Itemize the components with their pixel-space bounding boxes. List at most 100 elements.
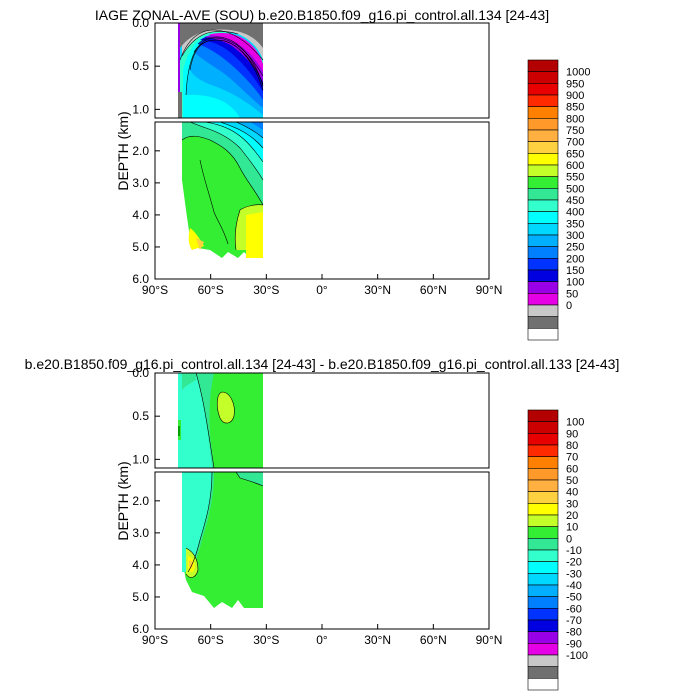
x-tick-label: 90°N — [476, 633, 503, 647]
colorbar-label: 150 — [566, 265, 584, 277]
colorbar-label: -30 — [566, 568, 582, 580]
y-tick-label: 0.5 — [132, 409, 149, 423]
panel-2-colorbar: 1009080706050403020100-10-20-30-40-50-60… — [527, 409, 588, 691]
colorbar-label: -40 — [566, 580, 582, 592]
panel-2: b.e20.B1850.f09_g16.pi_control.all.134 [… — [25, 356, 620, 691]
panel-1: IAGE ZONAL-AVE (SOU) b.e20.B1850.f09_g16… — [95, 7, 590, 341]
colorbar-label: 10 — [566, 522, 578, 534]
colorbar-label: 700 — [566, 137, 584, 149]
y-tick-label: 3.0 — [132, 526, 149, 540]
colorbar-swatch — [527, 409, 559, 422]
panel-1-upper-field — [178, 23, 264, 118]
colorbar-label: 400 — [566, 207, 584, 219]
colorbar-swatch — [527, 631, 559, 644]
y-tick-label: 0.0 — [132, 16, 149, 30]
colorbar-swatch — [527, 94, 559, 107]
x-tick-label: 30°N — [364, 283, 391, 297]
colorbar-label: -80 — [566, 627, 582, 639]
y-tick-label: 6.0 — [132, 622, 149, 636]
x-tick-label: 60°S — [198, 283, 224, 297]
colorbar-label: 60 — [566, 463, 578, 475]
x-tick-label: 60°S — [198, 633, 224, 647]
colorbar-swatch — [527, 71, 559, 84]
colorbar-swatch — [527, 456, 559, 469]
colorbar-swatch — [527, 479, 559, 492]
colorbar-swatch — [527, 444, 559, 457]
y-tick-label: 1.0 — [132, 452, 149, 466]
colorbar-swatch — [527, 246, 559, 259]
colorbar-swatch — [527, 211, 559, 224]
panel-2-upper-field — [178, 373, 263, 468]
panel-2-title: b.e20.B1850.f09_g16.pi_control.all.134 [… — [25, 356, 620, 372]
colorbar-swatch — [527, 199, 559, 212]
colorbar-swatch — [527, 608, 559, 621]
colorbar-label: -100 — [566, 650, 588, 662]
colorbar-swatch — [527, 141, 559, 154]
colorbar-swatch — [527, 468, 559, 481]
colorbar-label: 950 — [566, 78, 584, 90]
y-tick-label: 0.5 — [132, 59, 149, 73]
colorbar-label: 40 — [566, 487, 578, 499]
colorbar-label: 1000 — [566, 67, 590, 79]
y-tick-label: 0.0 — [132, 366, 149, 380]
colorbar-swatch — [527, 316, 559, 329]
colorbar-swatch — [527, 118, 559, 131]
y-tick-label: 2.0 — [132, 144, 149, 158]
colorbar-swatch — [527, 596, 559, 609]
colorbar-swatch — [527, 678, 559, 691]
colorbar-label: 80 — [566, 440, 578, 452]
colorbar-swatch — [527, 584, 559, 597]
panel-2-x-axis: 90°S 60°S 30°S 0° 30°N 60°N 90°N — [142, 624, 502, 647]
y-tick-label: 1.0 — [132, 102, 149, 116]
colorbar-swatch — [527, 433, 559, 446]
colorbar-swatch — [527, 223, 559, 236]
colorbar-swatch — [527, 129, 559, 142]
colorbar-label: 450 — [566, 195, 584, 207]
colorbar-label: -20 — [566, 557, 582, 569]
colorbar-swatch — [527, 421, 559, 434]
colorbar-swatch — [527, 164, 559, 177]
panel-1-title: IAGE ZONAL-AVE (SOU) b.e20.B1850.f09_g16… — [95, 7, 549, 23]
colorbar-label: 850 — [566, 102, 584, 114]
panel-1-y-axis: 0.0 0.5 1.0 2.0 3.0 4.0 5.0 6.0 — [132, 16, 160, 286]
colorbar-swatch — [527, 106, 559, 119]
colorbar-swatch — [527, 59, 559, 72]
x-tick-label: 0° — [316, 283, 328, 297]
colorbar-label: 0 — [566, 533, 572, 545]
panel-1-upper-frame — [154, 22, 490, 119]
colorbar-label: 300 — [566, 230, 584, 242]
colorbar-swatch — [527, 188, 559, 201]
y-tick-label: 3.0 — [132, 176, 149, 190]
colorbar-swatch — [527, 573, 559, 586]
x-tick-label: 90°S — [142, 283, 168, 297]
colorbar-label: 30 — [566, 498, 578, 510]
colorbar-label: 90 — [566, 428, 578, 440]
y-tick-label: 4.0 — [132, 558, 149, 572]
panel-2-ylabel: DEPTH (km) — [115, 461, 131, 540]
x-tick-label: 90°N — [476, 283, 503, 297]
colorbar-label: -50 — [566, 592, 582, 604]
colorbar-label: 70 — [566, 452, 578, 464]
colorbar-label: -60 — [566, 603, 582, 615]
colorbar-label: 500 — [566, 183, 584, 195]
colorbar-label: 350 — [566, 218, 584, 230]
colorbar-swatch — [527, 234, 559, 247]
colorbar-label: 0 — [566, 300, 572, 312]
colorbar-swatch — [527, 619, 559, 632]
colorbar-swatch — [527, 666, 559, 679]
colorbar-label: 100 — [566, 417, 584, 429]
colorbar-swatch — [527, 328, 559, 341]
colorbar-swatch — [527, 176, 559, 189]
colorbar-swatch — [527, 293, 559, 306]
colorbar-label: 800 — [566, 113, 584, 125]
panel-1-lower-field — [181, 122, 264, 258]
colorbar-label: 20 — [566, 510, 578, 522]
colorbar-swatch — [527, 654, 559, 667]
y-tick-label: 6.0 — [132, 272, 149, 286]
colorbar-label: -70 — [566, 615, 582, 627]
colorbar-swatch — [527, 538, 559, 551]
colorbar-swatch — [527, 83, 559, 96]
colorbar-label: -90 — [566, 638, 582, 650]
colorbar-label: 250 — [566, 242, 584, 254]
